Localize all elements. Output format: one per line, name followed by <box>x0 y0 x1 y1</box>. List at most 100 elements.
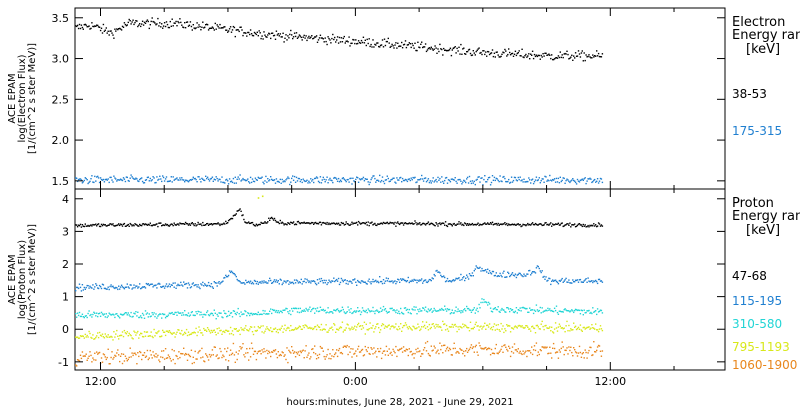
data-point <box>281 178 283 181</box>
data-point <box>562 281 564 283</box>
data-point <box>303 326 305 329</box>
data-point <box>97 332 99 334</box>
data-point <box>345 180 347 183</box>
data-point <box>518 178 520 181</box>
data-point <box>268 350 270 352</box>
data-point <box>268 180 270 182</box>
data-point <box>564 224 566 226</box>
data-point <box>119 178 122 180</box>
data-point <box>126 24 128 26</box>
data-point <box>195 284 197 286</box>
data-point <box>205 314 207 316</box>
data-point <box>467 182 470 184</box>
data-point <box>170 312 172 314</box>
data-point <box>184 283 186 286</box>
data-point <box>542 53 544 55</box>
data-point <box>444 305 446 307</box>
data-point <box>560 327 562 329</box>
data-point <box>352 348 354 350</box>
data-point <box>196 181 198 183</box>
data-point <box>318 37 321 39</box>
data-point <box>171 311 173 314</box>
data-point <box>371 281 373 283</box>
data-point <box>277 33 279 35</box>
data-point <box>287 361 289 364</box>
data-point <box>143 224 146 226</box>
data-point <box>398 349 400 352</box>
data-point <box>226 276 228 278</box>
data-point <box>266 326 268 328</box>
data-point <box>175 287 177 289</box>
data-point <box>563 53 565 55</box>
data-point <box>405 280 408 283</box>
data-point <box>274 327 277 329</box>
data-point <box>446 182 449 184</box>
data-point <box>522 306 524 309</box>
data-point <box>251 331 254 333</box>
data-point <box>559 176 561 178</box>
data-point <box>504 177 506 180</box>
data-point <box>220 181 222 183</box>
data-point <box>119 28 122 30</box>
data-point <box>84 315 86 317</box>
data-point <box>459 53 461 55</box>
data-point <box>251 281 254 284</box>
data-point <box>107 286 109 288</box>
data-point <box>468 223 471 225</box>
data-point <box>354 42 356 45</box>
data-point <box>498 56 500 58</box>
data-point <box>322 328 324 330</box>
data-point <box>552 342 555 345</box>
data-point <box>552 279 554 281</box>
data-point <box>295 351 298 354</box>
data-point <box>575 309 578 311</box>
data-point <box>361 41 364 44</box>
data-point <box>411 329 413 331</box>
data-point <box>106 336 108 338</box>
data-point <box>368 309 370 312</box>
data-point <box>571 224 573 226</box>
data-point <box>174 362 176 365</box>
data-point <box>399 312 401 315</box>
data-point <box>206 310 209 312</box>
data-point <box>387 177 389 180</box>
data-point <box>213 346 215 348</box>
data-point <box>236 358 238 361</box>
data-point <box>180 281 182 284</box>
data-point <box>548 309 550 311</box>
data-point <box>216 285 218 287</box>
data-point <box>485 269 487 271</box>
data-point <box>121 225 124 227</box>
data-point <box>433 273 435 276</box>
data-point <box>465 181 467 184</box>
data-point <box>492 308 495 310</box>
data-point <box>426 179 429 182</box>
data-point <box>569 349 571 352</box>
data-point <box>156 23 158 25</box>
data-point <box>227 330 229 332</box>
data-point <box>182 223 184 225</box>
data-point <box>450 312 453 314</box>
data-point <box>178 312 180 314</box>
data-point <box>356 284 358 286</box>
data-point <box>138 286 140 288</box>
data-point <box>523 353 525 355</box>
data-point <box>524 351 526 354</box>
data-point <box>374 177 376 180</box>
data-point <box>84 177 86 179</box>
data-point <box>455 52 457 54</box>
data-point <box>201 224 203 227</box>
data-point <box>464 308 466 310</box>
data-point <box>239 26 241 28</box>
data-point <box>385 277 388 279</box>
data-point <box>442 352 444 354</box>
data-point <box>556 281 559 283</box>
data-point <box>567 310 569 312</box>
data-point <box>499 350 501 352</box>
data-point <box>375 279 377 282</box>
data-point <box>502 223 504 225</box>
data-point <box>192 223 194 225</box>
data-point <box>111 336 113 338</box>
data-point <box>452 326 454 328</box>
data-point <box>207 178 210 180</box>
